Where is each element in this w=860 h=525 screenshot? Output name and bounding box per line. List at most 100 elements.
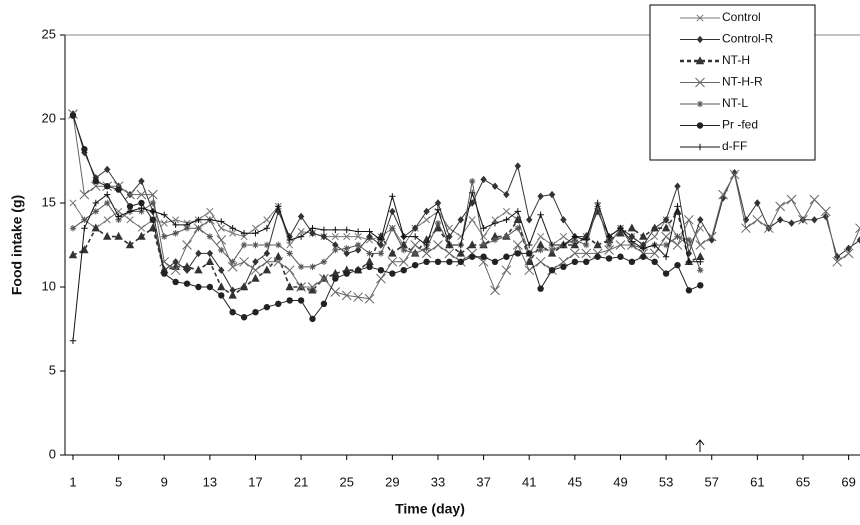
point [468,216,476,224]
point [387,256,398,267]
plot-area [68,109,860,344]
point [524,265,535,276]
point [296,282,306,292]
point [651,233,659,241]
point [354,241,362,249]
point [776,216,784,224]
point [468,253,476,260]
point [433,223,443,232]
x-tick-label: 69 [841,474,855,489]
point [457,241,464,249]
point [161,233,168,240]
annotation-arrow [695,439,705,452]
point [697,267,704,274]
point [856,236,860,244]
legend-label: Pr -fed [722,118,758,132]
point [365,257,374,265]
point [457,258,464,265]
point [274,252,283,260]
point [478,256,489,267]
point [742,216,750,224]
point [161,270,168,277]
point [217,224,225,232]
point [126,203,134,210]
point [218,266,225,274]
point [227,261,238,272]
point [752,214,763,225]
point [92,208,99,215]
point [138,199,145,207]
point [593,240,602,249]
point [628,258,636,265]
point [275,300,282,307]
point [594,203,601,210]
legend-label: d-FF [722,139,747,153]
point [640,253,647,260]
point [754,199,761,207]
point [366,263,373,271]
point [446,241,453,249]
point [366,250,373,257]
point [172,230,179,237]
point [366,232,373,241]
x-tick-label: 5 [115,474,122,489]
point [319,273,329,284]
point [548,241,556,249]
point [617,253,624,260]
point [229,286,236,295]
point [468,189,476,197]
y-tick-label: 15 [42,194,56,209]
point [697,216,704,224]
point [240,241,248,249]
point [195,225,202,232]
point [569,248,580,259]
x-tick-label: 33 [431,474,445,489]
point [628,238,636,245]
point [309,263,316,271]
legend-label: Control [722,10,761,24]
point [229,225,236,232]
point [491,258,499,265]
point [376,273,386,284]
point [708,236,715,244]
point [206,216,214,223]
point [297,212,305,221]
point [628,232,636,241]
point [239,282,249,291]
point [583,241,590,249]
point [583,236,590,244]
point [228,290,237,299]
point [548,267,556,274]
x-tick-label: 53 [659,474,673,489]
legend-marker [695,77,705,88]
point [674,261,681,269]
point [252,309,259,316]
point [216,235,227,245]
point [194,265,203,274]
point [548,190,556,199]
point [467,240,477,249]
point [297,263,305,271]
point [195,249,202,258]
point [354,233,362,241]
series-line [72,113,860,300]
y-axis-title: Food intake (g) [9,195,25,295]
point [331,268,340,277]
point [444,248,455,259]
point [263,225,271,232]
y-tick-label: 10 [42,278,56,293]
point [240,314,248,321]
x-tick-label: 29 [385,474,399,489]
point [537,192,544,200]
legend-label: NT-H [722,53,750,67]
point [650,223,659,232]
point [229,258,236,265]
point [434,219,442,227]
point [480,175,487,184]
point [763,223,774,234]
point [92,199,99,207]
point [501,265,512,276]
point [115,216,122,223]
point [366,228,373,235]
point [662,216,670,224]
